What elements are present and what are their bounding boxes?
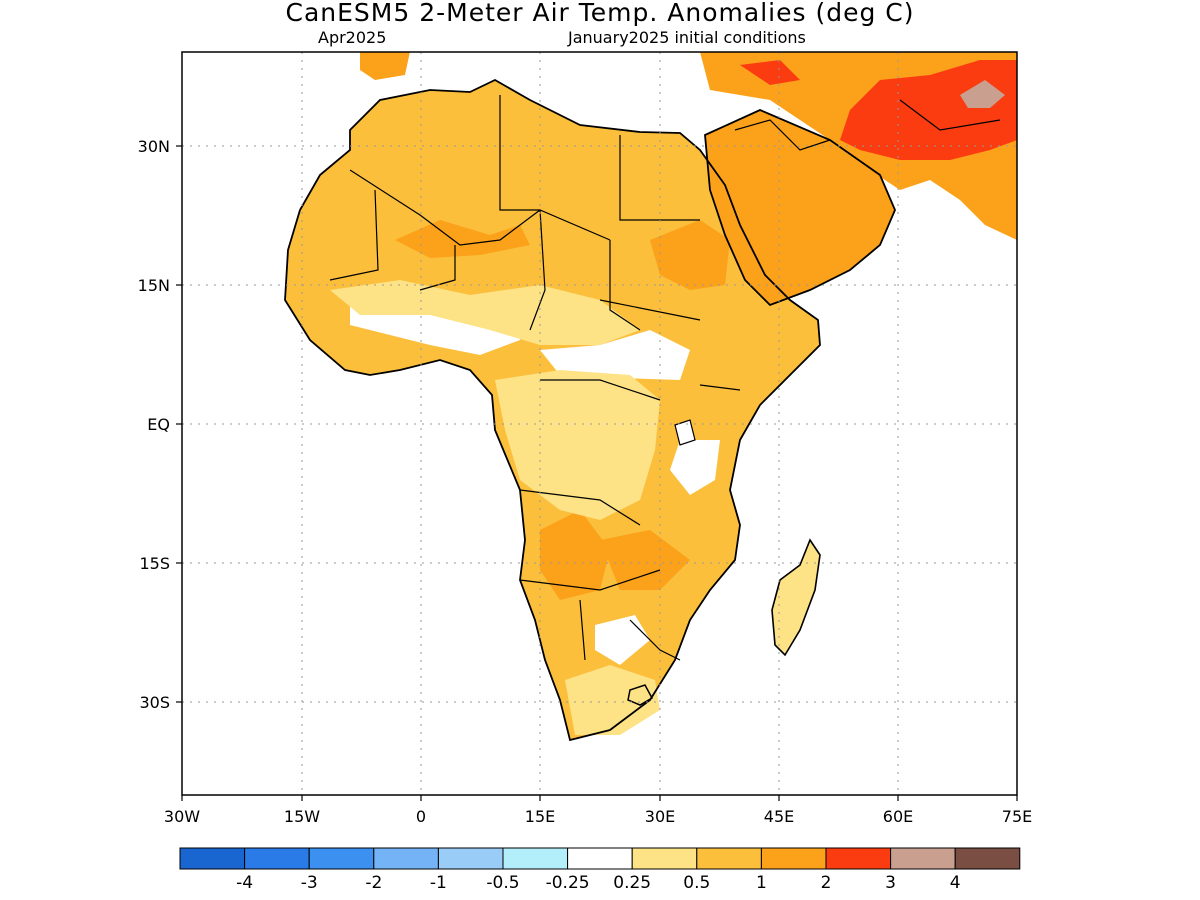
colorbar-label: -3 (301, 873, 318, 893)
lat-tick-label: 15S (139, 554, 170, 573)
x-tick-labels: 30W 15W 0 15E 30E 45E 60E 75E (164, 807, 1032, 826)
colorbar-swatch (502, 847, 569, 870)
lon-tick-label: 60E (883, 807, 913, 826)
hot-patch-iran (840, 60, 1017, 160)
warm-patch-sahara (395, 220, 530, 258)
warm-patch-zambia (600, 530, 690, 590)
colorbar-label: 1 (756, 873, 767, 893)
colorbar-swatch (567, 847, 633, 870)
neutral-patch-mediterranean (405, 52, 700, 132)
lon-tick-label: 45E (764, 807, 794, 826)
lat-tick-label: EQ (147, 415, 170, 434)
very-hot-patch (960, 80, 1005, 108)
neutral-patch-southafrica (595, 615, 650, 665)
lat-tick-label: 30S (139, 693, 170, 712)
lat-tick-label: 30N (138, 137, 170, 156)
colorbar-swatch (825, 847, 892, 870)
lon-tick-label: 15W (284, 807, 320, 826)
lon-tick-label: 0 (416, 807, 426, 826)
map-content (284, 52, 1017, 742)
country-borders (329, 95, 1001, 661)
colorbar-swatch (244, 847, 310, 870)
colorbar-swatch (760, 847, 827, 870)
colorbar-label: -4 (236, 873, 253, 893)
colorbar-label: -2 (365, 873, 382, 893)
light-patch-congo (495, 370, 660, 520)
map-grid (182, 52, 1017, 795)
colorbar-label: 2 (821, 873, 832, 893)
light-patch-southafrica (565, 665, 660, 735)
madagascar (771, 538, 821, 657)
colorbar-swatch (954, 847, 1021, 870)
colorbar: -4 -3 -2 -1 -0.5 -0.25 0.25 0.5 1 2 3 4 (179, 847, 1021, 893)
colorbar-swatch (890, 847, 956, 870)
colorbar-swatch (437, 847, 504, 870)
colorbar-label: -0.5 (486, 873, 519, 893)
africa-coastline (284, 78, 821, 742)
colorbar-label: 0.5 (683, 873, 710, 893)
colorbar-label: 3 (885, 873, 896, 893)
arabia-land (705, 110, 895, 305)
europe-strip (360, 52, 410, 80)
lon-tick-label: 30W (164, 807, 200, 826)
neutral-patch-eastafrica (670, 440, 720, 495)
colorbar-swatch (631, 847, 698, 870)
colorbar-label: -1 (430, 873, 447, 893)
colorbar-swatch (696, 847, 762, 870)
axis-ticks (176, 145, 1018, 801)
light-patch-sahel (330, 280, 640, 345)
forecast-month: Apr2025 (318, 28, 387, 47)
colorbar-label: 4 (950, 873, 961, 893)
colorbar-swatch (308, 847, 375, 870)
colorbar-swatch (373, 847, 439, 870)
lat-tick-label: 15N (138, 276, 170, 295)
neutral-patch-centralafrica (540, 330, 690, 380)
warm-patch-angola (540, 510, 610, 600)
lake-victoria (674, 419, 696, 446)
lon-tick-label: 15E (525, 807, 555, 826)
colorbar-label: -0.25 (546, 873, 590, 893)
map-title: CanESM5 2-Meter Air Temp. Anomalies (deg… (285, 0, 915, 27)
colorbar-swatch (179, 847, 246, 870)
colorbar-label: 0.25 (613, 873, 651, 893)
initial-conditions: January2025 initial conditions (568, 28, 806, 47)
hot-patch-caucasus (740, 60, 800, 85)
warm-patch-sudan (650, 220, 730, 290)
y-tick-labels: 30N 15N EQ 15S 30S (138, 137, 170, 712)
lon-tick-label: 75E (1002, 807, 1032, 826)
lon-tick-label: 30E (645, 807, 675, 826)
